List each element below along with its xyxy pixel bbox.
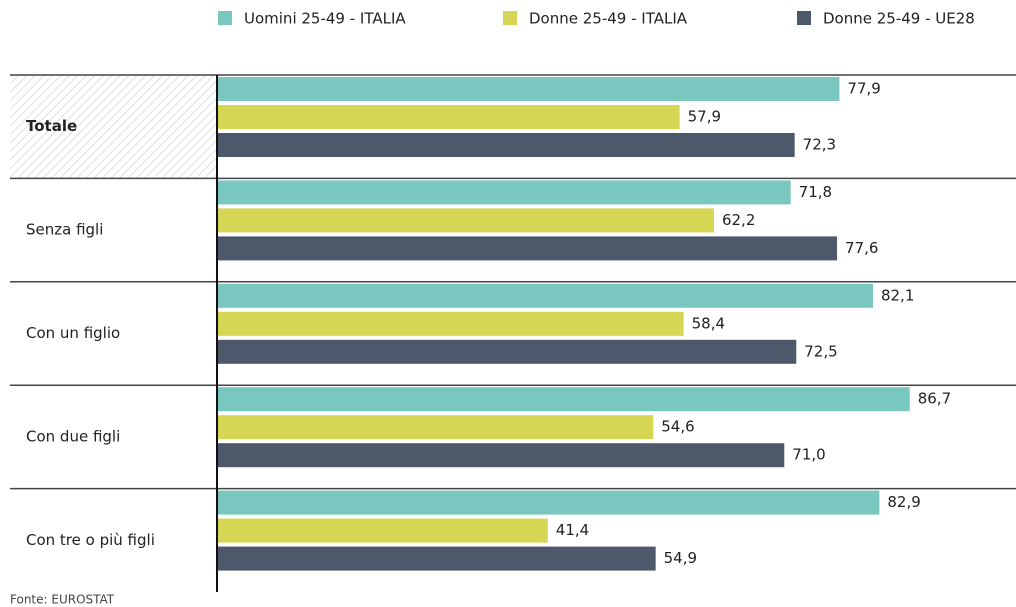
category-label: Con un figlio [26, 324, 120, 342]
value-label: 82,1 [881, 286, 914, 304]
bar [217, 105, 680, 129]
legend-label: Uomini 25-49 - ITALIA [244, 10, 406, 28]
value-label: 72,5 [804, 342, 837, 360]
value-label: 54,6 [661, 418, 694, 436]
value-label: 71,8 [799, 183, 832, 201]
category-label: Con tre o più figli [26, 531, 155, 549]
value-label: 77,6 [845, 239, 878, 257]
bar [217, 387, 910, 412]
bar [217, 77, 840, 101]
value-label: 77,9 [847, 80, 880, 98]
value-label: 72,3 [803, 136, 836, 154]
bar [217, 339, 797, 364]
value-label: 57,9 [688, 108, 721, 126]
source: Fonte: EUROSTAT [10, 593, 115, 607]
bar [217, 208, 714, 233]
value-label: 54,9 [664, 549, 697, 567]
bar [217, 518, 548, 543]
legend-swatch [797, 11, 811, 25]
value-label: 58,4 [692, 314, 725, 332]
category-label: Con due figli [26, 427, 120, 445]
category-label: Senza figli [26, 221, 103, 239]
bar [217, 180, 791, 205]
value-label: 41,4 [556, 521, 589, 539]
value-label: 82,9 [887, 493, 920, 511]
bar [217, 283, 873, 308]
legend-label: Donne 25-49 - UE28 [823, 10, 975, 28]
bar [217, 311, 684, 336]
category-label: Totale [26, 117, 77, 135]
legend-label: Donne 25-49 - ITALIA [529, 10, 688, 28]
bar [217, 490, 880, 515]
value-label: 86,7 [918, 390, 951, 408]
bar [217, 133, 795, 157]
bar [217, 415, 654, 440]
bar [217, 546, 656, 571]
legend-swatch [503, 11, 517, 25]
legend-swatch [218, 11, 232, 25]
value-label: 71,0 [792, 446, 825, 464]
bar [217, 236, 838, 261]
value-label: 62,2 [722, 211, 755, 229]
highlight-hatch [10, 76, 217, 178]
bar [217, 443, 785, 468]
